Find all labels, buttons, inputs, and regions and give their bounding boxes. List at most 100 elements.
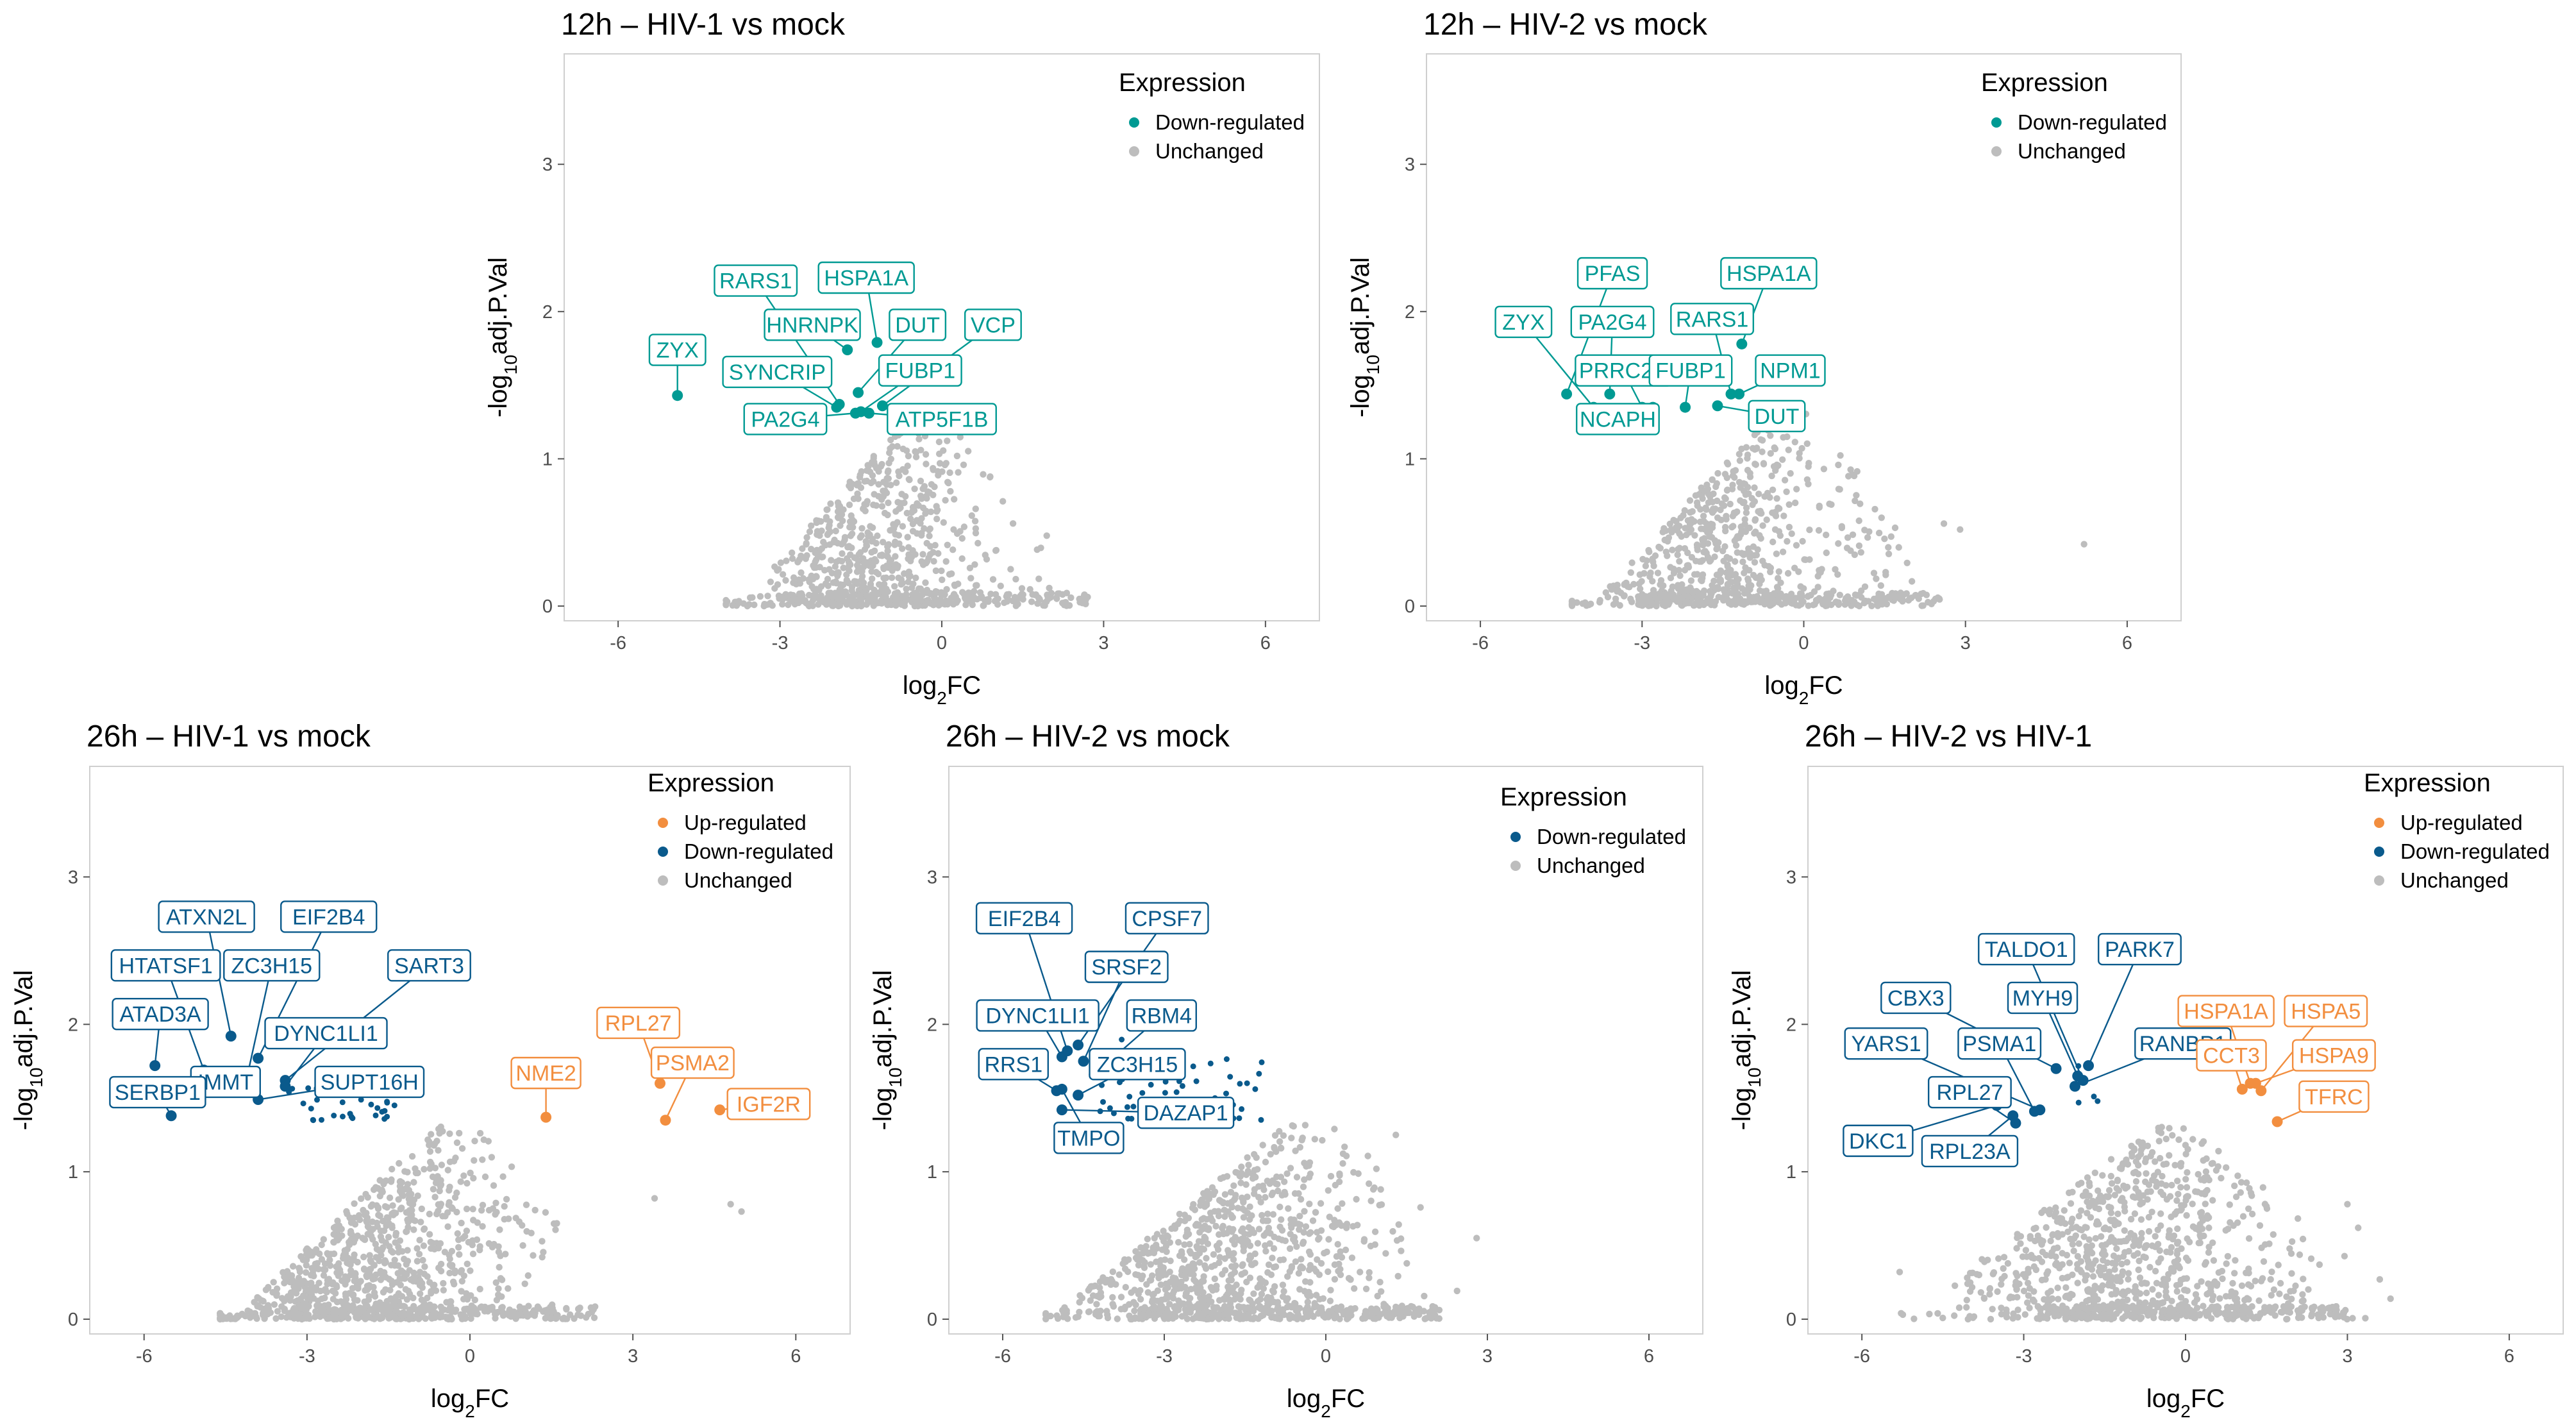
unchanged-point (2162, 1135, 2170, 1143)
unchanged-point (369, 1218, 376, 1226)
unchanged-point (1751, 559, 1759, 566)
unchanged-point (2121, 1227, 2128, 1235)
unchanged-point (1873, 598, 1880, 605)
unchanged-point (1093, 1301, 1100, 1308)
unchanged-point (1667, 564, 1674, 571)
unchanged-point (938, 567, 945, 575)
unchanged-point (374, 1306, 381, 1313)
unchanged-point (2139, 1199, 2146, 1206)
unchanged-point (2243, 1179, 2250, 1186)
unchanged-point (1714, 514, 1721, 521)
unchanged-point (1182, 1272, 1189, 1280)
unchanged-point (365, 1296, 372, 1304)
unchanged-point (875, 481, 882, 488)
unchanged-point (1759, 522, 1766, 529)
unchanged-point (1273, 1315, 1280, 1322)
unchanged-point (935, 550, 942, 557)
unchanged-point (387, 1247, 395, 1254)
unchanged-point (957, 434, 964, 441)
unchanged-point (1704, 553, 1712, 561)
x-tick-label: -6 (1472, 633, 1489, 653)
y-tick-label: 3 (68, 867, 78, 888)
unchanged-point (1407, 1303, 1415, 1310)
unchanged-point (1189, 1263, 1196, 1270)
unchanged-point (1194, 1245, 1201, 1252)
unchanged-point (948, 570, 955, 577)
unchanged-point (1166, 1278, 1174, 1286)
unchanged-point (839, 517, 846, 525)
unchanged-point (919, 551, 926, 558)
unchanged-point (1242, 1181, 1250, 1188)
unchanged-point (799, 545, 806, 552)
unchanged-point (934, 468, 942, 475)
unchanged-point (2125, 1270, 2132, 1277)
label-hnrnpk: HNRNPK (764, 308, 861, 341)
unchanged-point (960, 461, 967, 468)
unchanged-point (1857, 500, 1864, 507)
unchanged-point (2062, 1292, 2070, 1300)
unchanged-point (1727, 500, 1734, 508)
unchanged-point (1297, 1195, 1305, 1203)
unchanged-point (1398, 1308, 1406, 1315)
x-tick-label: 3 (1482, 1346, 1493, 1367)
unchanged-point (392, 1239, 399, 1246)
unchanged-point (883, 475, 891, 482)
unchanged-point (1771, 526, 1779, 533)
down-point (1237, 1081, 1243, 1087)
x-tick-label: 0 (2180, 1346, 2191, 1367)
unchanged-point (1820, 466, 1828, 473)
panel-title: 26h – HIV-2 vs mock (946, 720, 1230, 754)
unchanged-point (367, 1202, 374, 1210)
unchanged-point (519, 1242, 526, 1249)
unchanged-point (830, 539, 837, 546)
unchanged-point (2045, 1290, 2052, 1297)
unchanged-point (2155, 1259, 2162, 1266)
unchanged-point (590, 1306, 597, 1313)
unchanged-point (814, 531, 821, 538)
unchanged-point (870, 602, 877, 609)
unchanged-point (1035, 575, 1042, 582)
unchanged-point (1684, 562, 1691, 569)
unchanged-point (918, 558, 925, 565)
unchanged-point (1305, 1248, 1313, 1256)
unchanged-point (1286, 1268, 1294, 1276)
unchanged-point (1019, 596, 1026, 603)
unchanged-point (1583, 602, 1590, 609)
unchanged-point (904, 534, 911, 541)
point-rpl27 (655, 1077, 665, 1089)
unchanged-point (1227, 1188, 1235, 1196)
unchanged-point (2224, 1252, 2232, 1260)
unchanged-point (1751, 484, 1758, 491)
unchanged-point (271, 1301, 278, 1308)
point-hspa1a (1736, 338, 1748, 350)
unchanged-point (1145, 1310, 1152, 1317)
unchanged-point (910, 580, 917, 587)
unchanged-point (1723, 516, 1730, 523)
down-point (1259, 1059, 1265, 1065)
unchanged-point (992, 591, 999, 598)
unchanged-point (1875, 590, 1882, 598)
unchanged-point (1793, 485, 1800, 493)
unchanged-point (388, 1176, 395, 1183)
unchanged-point (723, 602, 730, 609)
unchanged-point (2159, 1191, 2167, 1199)
unchanged-point (1722, 527, 1729, 535)
unchanged-point (846, 567, 853, 575)
label-atad3a: ATAD3A (112, 997, 209, 1031)
unchanged-point (393, 1279, 401, 1286)
unchanged-point (499, 1312, 507, 1319)
point-serbp1 (165, 1110, 177, 1122)
unchanged-point (438, 1161, 446, 1168)
unchanged-point (1636, 571, 1643, 578)
point-pfas (1561, 388, 1573, 400)
unchanged-point (1203, 1254, 1210, 1262)
unchanged-point (935, 450, 943, 457)
unchanged-point (1213, 1242, 1221, 1250)
unchanged-point (870, 455, 877, 462)
unchanged-point (1732, 542, 1740, 549)
label-atp5f1b: ATP5F1B (887, 403, 997, 435)
unchanged-point (1435, 1306, 1443, 1313)
unchanged-point (1393, 1237, 1401, 1244)
unchanged-point (912, 574, 919, 582)
unchanged-point (1877, 582, 1884, 589)
